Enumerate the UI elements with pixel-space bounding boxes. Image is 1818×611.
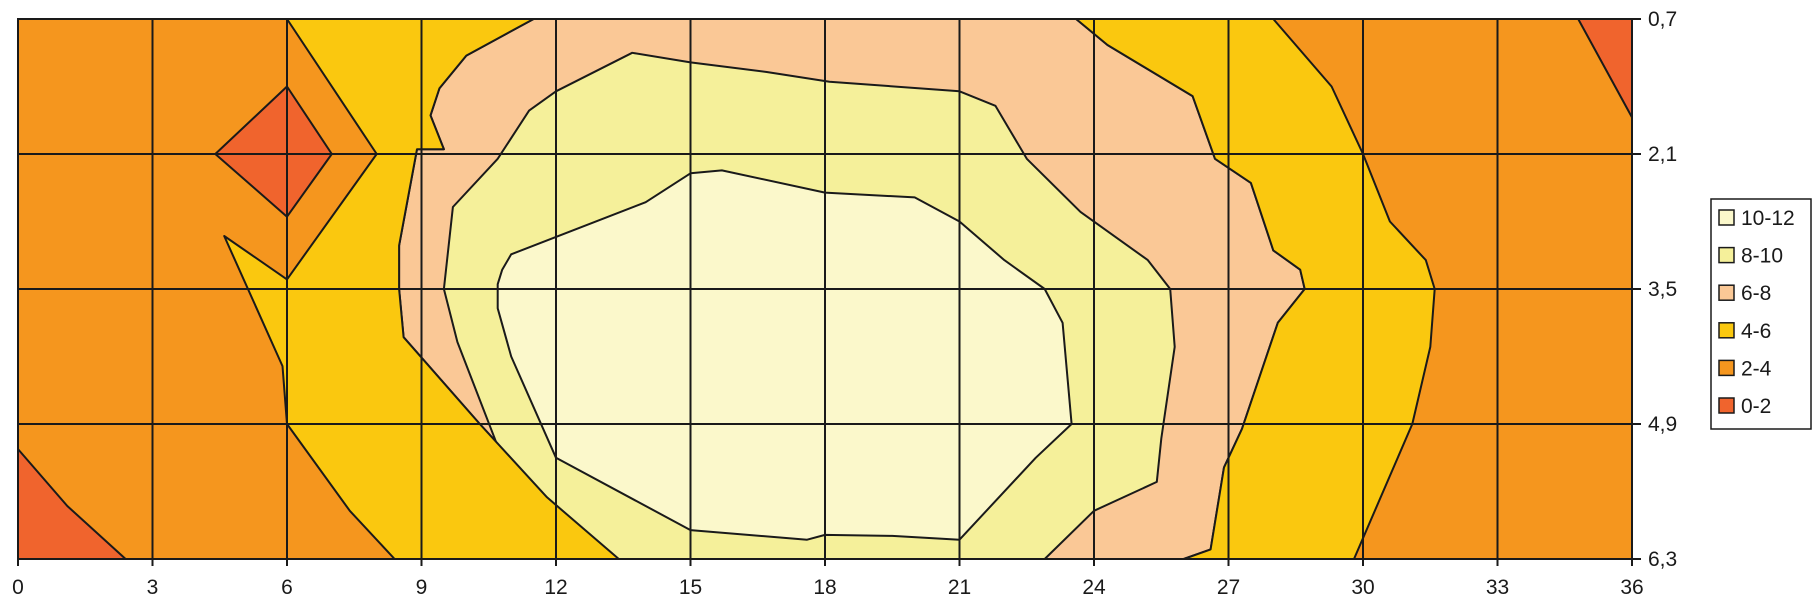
x-tick-label-24: 24: [1082, 576, 1106, 599]
legend-swatch-2-4: [1718, 359, 1735, 377]
x-tick-label-30: 30: [1351, 576, 1374, 599]
x-tick-label-9: 9: [416, 576, 428, 599]
legend: 10-12 8-10 6-8 4-6 2-4 0-2: [1710, 198, 1812, 430]
x-tick-label-3: 3: [147, 576, 159, 599]
x-tick-label-15: 15: [679, 576, 702, 599]
legend-label-4-6: 4-6: [1741, 320, 1771, 343]
y-tick-label-2,1: 2,1: [1648, 143, 1677, 166]
y-tick-label-0,7: 0,7: [1648, 8, 1677, 31]
legend-swatch-0-2: [1718, 397, 1735, 414]
x-tick-label-33: 33: [1486, 576, 1509, 599]
contour-band-10-12-2: [496, 169, 1073, 541]
x-tick-label-36: 36: [1620, 576, 1643, 599]
x-tick-label-18: 18: [813, 576, 836, 599]
x-tick-label-6: 6: [281, 576, 293, 599]
legend-label-0-2: 0-2: [1741, 395, 1771, 418]
x-tick-label-0: 0: [12, 576, 24, 599]
x-tick-label-12: 12: [544, 576, 567, 599]
y-axis-ticks: 0,7 2,1 3,5 4,9 6,3: [1632, 8, 1677, 571]
legend-swatch-4-6: [1718, 322, 1735, 339]
legend-label-10-12: 10-12: [1741, 207, 1795, 230]
y-tick-label-6,3: 6,3: [1648, 548, 1677, 571]
y-tick-label-3,5: 3,5: [1648, 278, 1677, 301]
legend-box: [1710, 198, 1812, 430]
legend-swatch-8-10: [1718, 246, 1735, 264]
legend-swatch-6-8: [1718, 284, 1735, 301]
x-axis-ticks: 0 3 6 9 12 15 18 21 24 27 30 33 36: [12, 559, 1644, 599]
legend-label-2-4: 2-4: [1741, 357, 1772, 380]
x-tick-label-27: 27: [1217, 576, 1240, 599]
legend-label-8-10: 8-10: [1741, 245, 1783, 268]
legend-swatch-10-12: [1718, 209, 1735, 226]
y-tick-label-4,9: 4,9: [1648, 413, 1677, 436]
legend-label-6-8: 6-8: [1741, 282, 1771, 305]
x-tick-label-21: 21: [948, 576, 971, 599]
